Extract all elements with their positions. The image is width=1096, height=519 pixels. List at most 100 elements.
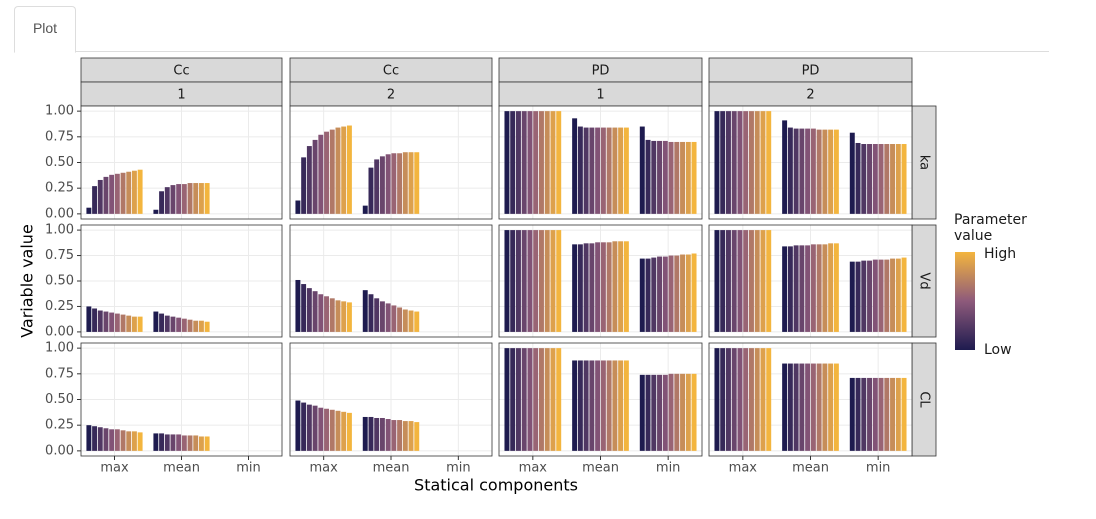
bar [120, 430, 126, 451]
bar [97, 427, 103, 451]
bar [657, 374, 663, 451]
bar [855, 142, 861, 214]
bar [828, 243, 834, 332]
bar [766, 230, 772, 332]
bar [651, 140, 657, 214]
bar [346, 302, 352, 332]
bar [391, 153, 397, 214]
bar [714, 348, 720, 451]
bar [533, 230, 539, 332]
bar [662, 140, 668, 214]
y-tick-label: 0.50 [45, 155, 74, 170]
bar [131, 431, 137, 451]
bar [120, 314, 126, 332]
bar [385, 154, 391, 214]
bar [374, 298, 380, 332]
bar [193, 320, 199, 332]
bar [408, 421, 414, 451]
bar [550, 348, 556, 451]
bar [645, 374, 651, 451]
bar [901, 257, 907, 332]
bar [414, 152, 420, 214]
bar [766, 111, 772, 214]
bar [510, 348, 516, 451]
bar [362, 416, 368, 451]
bar [793, 363, 799, 451]
bar [816, 129, 822, 214]
bar [137, 316, 143, 332]
bar [878, 144, 884, 214]
bar [504, 348, 510, 451]
strip-label: 1 [177, 88, 185, 103]
bar [385, 419, 391, 451]
y-tick-label: 1.00 [45, 104, 74, 119]
bar [645, 139, 651, 214]
bar [408, 152, 414, 214]
bar [595, 242, 601, 332]
bar [754, 111, 760, 214]
bar [109, 312, 115, 332]
tab[interactable]: Plot [14, 6, 76, 53]
bar [414, 422, 420, 451]
bar [691, 373, 697, 451]
bar [668, 141, 674, 214]
panel-border [289, 224, 493, 338]
bar [720, 348, 726, 451]
bar [606, 242, 612, 332]
y-tick-label: 0.00 [45, 443, 74, 458]
bar [691, 141, 697, 214]
bar [556, 230, 562, 332]
bar [639, 126, 645, 214]
bar [170, 316, 176, 332]
bar [193, 183, 199, 214]
x-tick-label: max [100, 461, 129, 476]
bar [760, 111, 766, 214]
bar [544, 348, 550, 451]
bar [691, 253, 697, 332]
y-tick-label: 0.25 [45, 181, 74, 196]
bar [137, 432, 143, 451]
strip [289, 57, 493, 83]
strip-label: Cc [173, 64, 189, 79]
bar [890, 377, 896, 451]
bar [828, 363, 834, 451]
bar [589, 243, 595, 332]
bar [674, 373, 680, 451]
bar [743, 111, 749, 214]
bar [895, 377, 901, 451]
bar [674, 141, 680, 214]
bar [103, 176, 109, 214]
bar [341, 411, 347, 451]
bar [639, 374, 645, 451]
bar [86, 425, 92, 451]
bar [131, 316, 137, 332]
bar [645, 258, 651, 332]
strip-label: Cc [383, 64, 399, 79]
bar [760, 348, 766, 451]
bar [577, 126, 583, 214]
bar [577, 244, 583, 332]
bar [743, 230, 749, 332]
bar [731, 230, 737, 332]
bar [301, 402, 307, 451]
bar [86, 207, 92, 214]
bar [126, 431, 132, 451]
bar [589, 127, 595, 214]
bar [346, 125, 352, 214]
bar [159, 313, 165, 332]
legend-title: Parameter value [954, 212, 1027, 244]
x-tick-label: mean [792, 461, 829, 476]
y-tick-label: 0.00 [45, 206, 74, 221]
bar [725, 111, 731, 214]
bar [397, 307, 403, 332]
bar [362, 205, 368, 214]
bar [878, 377, 884, 451]
bar [335, 127, 341, 214]
bar [754, 230, 760, 332]
bar [901, 144, 907, 214]
x-tick-label: max [310, 461, 339, 476]
bar [324, 296, 329, 332]
bar [368, 294, 374, 332]
panel-border [289, 342, 493, 457]
